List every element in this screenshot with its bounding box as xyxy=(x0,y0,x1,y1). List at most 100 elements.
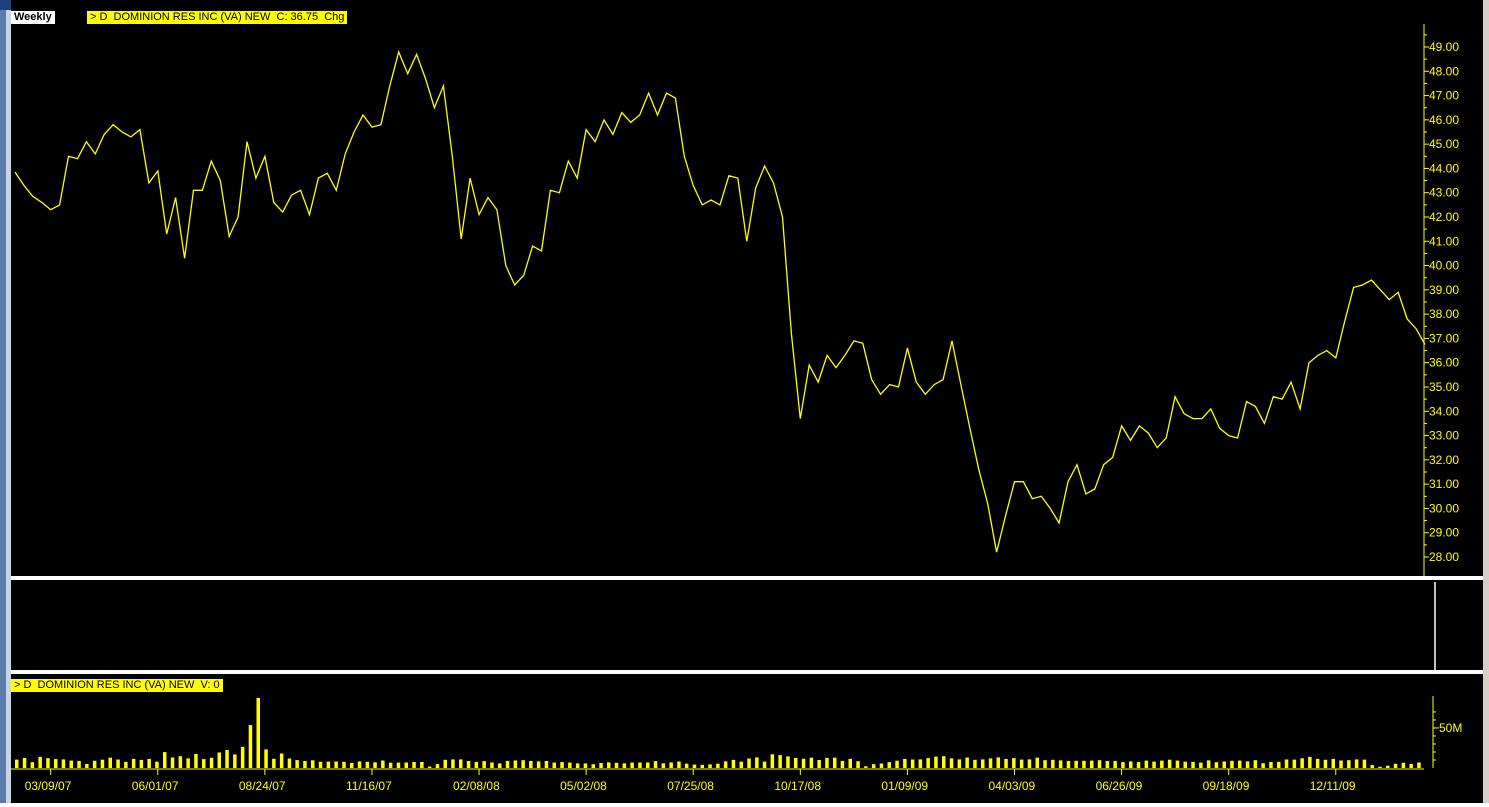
volume-bar xyxy=(973,759,977,768)
volume-bar xyxy=(607,762,611,768)
volume-bar xyxy=(552,762,556,768)
volume-bar xyxy=(334,761,338,768)
volume-bar xyxy=(630,762,634,768)
volume-bar xyxy=(942,756,946,768)
volume-bar xyxy=(1401,762,1406,768)
volume-bar xyxy=(1222,761,1226,768)
volume-bar xyxy=(194,754,198,768)
volume-bar xyxy=(69,760,73,768)
volume-bar xyxy=(46,758,50,768)
volume-bar xyxy=(700,764,704,768)
volume-bar xyxy=(794,758,798,768)
pane-separator-top[interactable] xyxy=(11,576,1483,580)
price-tick-label: 32.00 xyxy=(1429,453,1459,467)
volume-bar xyxy=(466,761,471,768)
price-tick-label: 39.00 xyxy=(1429,283,1459,297)
chart-svg: 49.00 48.00 47.00 46.00 45.00 44.00 43.00 42.00… xyxy=(11,0,1483,803)
volume-bar xyxy=(1315,758,1320,768)
window-left-border xyxy=(0,0,11,803)
volume-bar xyxy=(848,758,852,768)
volume-bar xyxy=(108,757,112,768)
volume-bar xyxy=(716,763,720,768)
volume-bar xyxy=(1347,760,1351,768)
volume-bar xyxy=(1175,760,1180,768)
price-tick-label: 31.00 xyxy=(1429,477,1459,491)
volume-bar xyxy=(131,758,136,768)
price-tick-label: 44.00 xyxy=(1429,161,1459,175)
x-tick-label: 10/17/08 xyxy=(774,779,821,793)
volume-bar xyxy=(544,761,549,768)
volume-bar xyxy=(272,758,276,768)
volume-bar xyxy=(1199,762,1203,768)
x-tick-label: 02/08/08 xyxy=(453,779,500,793)
volume-bar xyxy=(100,759,105,768)
volume-bar xyxy=(1300,758,1304,768)
volume-bar xyxy=(373,762,377,768)
volume-bar xyxy=(1183,761,1187,768)
volume-bar xyxy=(1121,762,1125,768)
volume-bar xyxy=(342,761,346,768)
volume-bar xyxy=(1308,756,1312,768)
volume-bar xyxy=(1386,765,1390,768)
price-tick-label: 49.00 xyxy=(1429,40,1459,54)
price-chart-title[interactable]: > D DOMINION RES INC (VA) NEW C: 36.75 C… xyxy=(87,11,348,24)
volume-bar xyxy=(833,757,837,768)
volume-bar xyxy=(1206,760,1211,768)
volume-bar xyxy=(1113,760,1117,768)
volume-bar xyxy=(677,761,681,768)
volume-chart-title[interactable]: > D DOMINION RES INC (VA) NEW V: 0 xyxy=(11,679,223,692)
volume-bar xyxy=(350,763,354,768)
volume-bar xyxy=(996,757,1000,768)
x-tick-label: 08/24/07 xyxy=(239,779,286,793)
volume-bar xyxy=(661,763,666,768)
volume-bar xyxy=(435,764,440,768)
volume-bar xyxy=(786,756,790,768)
volume-bar xyxy=(1012,758,1016,768)
period-label[interactable]: Weekly xyxy=(11,11,55,24)
volume-bar xyxy=(1152,761,1156,768)
volume-bar xyxy=(801,758,806,768)
volume-bar xyxy=(568,762,572,768)
volume-bar xyxy=(1097,760,1102,768)
volume-bar xyxy=(1066,761,1071,768)
volume-bars xyxy=(15,698,1421,768)
volume-bar xyxy=(279,753,284,768)
volume-bar xyxy=(233,754,237,768)
x-tick-label: 03/09/07 xyxy=(25,779,72,793)
volume-bar xyxy=(723,761,728,768)
volume-bar xyxy=(303,761,307,768)
volume-bar xyxy=(459,759,463,768)
volume-bar xyxy=(1323,759,1328,768)
volume-bar xyxy=(388,762,393,768)
volume-bar xyxy=(692,764,697,768)
price-line xyxy=(14,49,1426,553)
x-tick-label: 04/03/09 xyxy=(988,779,1035,793)
volume-bar xyxy=(599,763,603,768)
volume-bar xyxy=(646,762,650,768)
volume-bar xyxy=(1090,760,1094,768)
volume-bar xyxy=(981,759,985,768)
volume-bar xyxy=(1230,760,1234,768)
volume-bar xyxy=(669,762,673,768)
volume-bar xyxy=(381,760,385,768)
volume-bar xyxy=(770,754,775,768)
pane-separator-bottom[interactable] xyxy=(11,670,1483,674)
volume-bar xyxy=(575,763,580,768)
volume-bar xyxy=(684,763,689,768)
volume-bar xyxy=(1058,760,1063,768)
volume-bar xyxy=(1035,757,1039,768)
volume-bar xyxy=(840,760,845,768)
price-tick-label: 36.00 xyxy=(1429,356,1459,370)
volume-bar xyxy=(38,756,42,768)
volume-bar xyxy=(202,759,206,768)
price-tick-label: 46.00 xyxy=(1429,113,1459,127)
volume-bar xyxy=(295,760,299,768)
volume-bar xyxy=(482,761,486,768)
chart-area[interactable]: 49.00 48.00 47.00 46.00 45.00 44.00 43.00 42.00… xyxy=(11,0,1483,803)
x-tick-label: 05/02/08 xyxy=(560,779,607,793)
volume-bar xyxy=(864,766,868,768)
x-tick-label: 01/09/09 xyxy=(881,779,928,793)
price-tick-label: 38.00 xyxy=(1429,307,1459,321)
volume-bar xyxy=(1105,761,1110,768)
volume-bar xyxy=(638,762,642,768)
